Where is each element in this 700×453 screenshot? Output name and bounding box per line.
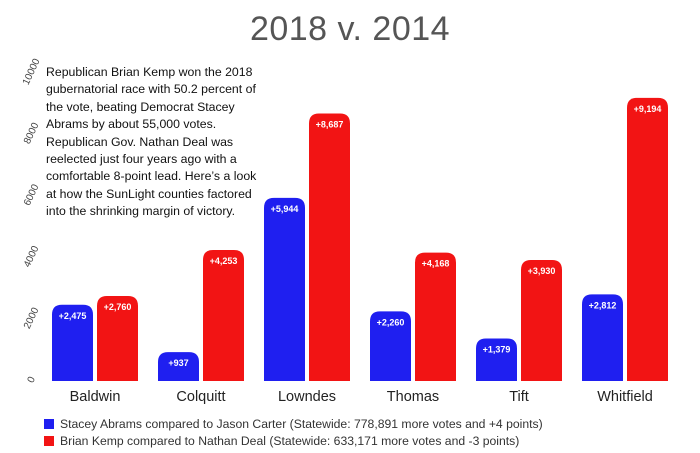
bar-tift-kemp: [521, 259, 562, 381]
bar-baldwin-abrams: [52, 304, 93, 381]
legend: Stacey Abrams compared to Jason Carter (…: [44, 415, 543, 449]
legend-label-kemp: Brian Kemp compared to Nathan Deal (Stat…: [60, 433, 520, 448]
y-tick-label: 8000: [22, 121, 42, 146]
data-label: +4,253: [210, 256, 238, 266]
x-category-label: Lowndes: [278, 389, 336, 405]
y-tick-label: 2000: [22, 306, 42, 331]
legend-swatch-abrams: [44, 418, 54, 429]
x-category-label: Baldwin: [70, 389, 121, 405]
x-category-label: Colquitt: [176, 389, 225, 405]
bar-thomas-abrams: [370, 311, 411, 381]
bar-whitfield-abrams: [582, 294, 623, 381]
chart-annotation: Republican Brian Kemp won the 2018 guber…: [46, 65, 257, 219]
y-tick-label: 0: [26, 375, 39, 385]
data-label: +1,379: [483, 345, 511, 355]
legend-item-abrams: Stacey Abrams compared to Jason Carter (…: [44, 415, 543, 432]
chart-title: 2018 v. 2014: [249, 10, 451, 48]
y-tick-label: 10000: [21, 57, 43, 87]
data-label: +2,760: [104, 302, 132, 312]
legend-item-kemp: Brian Kemp compared to Nathan Deal (Stat…: [44, 432, 543, 449]
bar-tift-abrams: [476, 338, 517, 381]
data-label: +5,944: [271, 204, 299, 214]
y-tick-label: 6000: [22, 182, 42, 207]
data-label: +2,812: [589, 300, 617, 310]
bar-colquitt-abrams: [158, 352, 199, 381]
bar-lowndes-abrams: [264, 197, 305, 381]
legend-label-abrams: Stacey Abrams compared to Jason Carter (…: [60, 416, 543, 431]
data-label: +2,260: [377, 317, 405, 327]
data-label: +3,930: [528, 266, 556, 276]
legend-swatch-kemp: [44, 435, 54, 446]
x-category-label: Thomas: [387, 389, 439, 405]
data-label: +9,194: [634, 104, 662, 114]
bar-colquitt-kemp: [203, 250, 244, 381]
data-label: +8,687: [316, 119, 344, 129]
data-label: +937: [168, 358, 188, 368]
bar-whitfield-kemp: [627, 97, 668, 381]
bar-baldwin-kemp: [97, 295, 138, 381]
x-category-label: Tift: [509, 389, 529, 405]
bar-lowndes-kemp: [309, 113, 350, 381]
y-tick-label: 4000: [22, 244, 42, 269]
x-category-label: Whitfield: [597, 389, 653, 405]
data-label: +4,168: [422, 259, 450, 269]
data-label: +2,475: [59, 311, 87, 321]
bar-thomas-kemp: [415, 252, 456, 381]
